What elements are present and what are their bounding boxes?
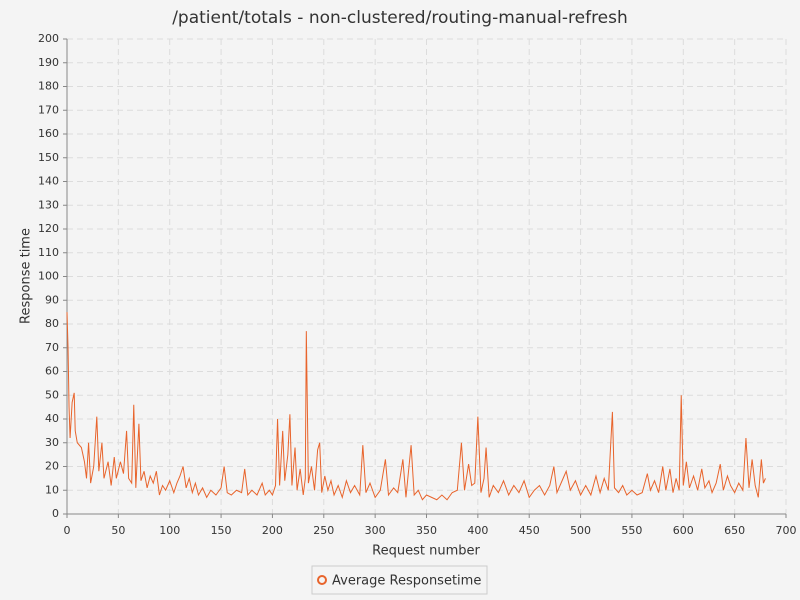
plot [66, 312, 766, 501]
legend: Average Responsetime [311, 565, 488, 595]
x-axis-label: Request number [372, 544, 480, 559]
x-tick-label: 0 [64, 524, 71, 537]
x-tick-label: 600 [673, 524, 694, 537]
y-tick-label: 200 [38, 32, 59, 45]
legend-marker [317, 575, 327, 585]
legend-box [311, 565, 488, 595]
y-tick-label: 140 [38, 175, 59, 188]
x-tick-label: 350 [416, 524, 437, 537]
x-tick-label: 450 [519, 524, 540, 537]
y-tick-label: 0 [52, 507, 59, 520]
y-tick-label: 80 [45, 317, 59, 330]
y-tick-label: 40 [45, 412, 59, 425]
grid: 0 10 20 30 40 50 60 70 80 90 100 110 120 130 140 150 160… [38, 32, 797, 537]
y-tick-label: 180 [38, 80, 59, 93]
y-tick-label: 190 [38, 56, 59, 69]
x-tick-label: 500 [570, 524, 591, 537]
y-tick-label: 90 [45, 293, 59, 306]
y-axis-label: Response time [19, 228, 34, 324]
y-tick-label: 10 [45, 483, 59, 496]
y-tick-label: 160 [38, 127, 59, 140]
legend-label: Average Responsetime [332, 574, 481, 589]
y-tick-label: 60 [45, 365, 59, 378]
y-tick-label: 30 [45, 436, 59, 449]
x-tick-label: 100 [159, 524, 180, 537]
y-tick-label: 170 [38, 103, 59, 116]
y-tick-label: 120 [38, 222, 59, 235]
x-tick-label: 150 [211, 524, 232, 537]
x-tick-label: 250 [313, 524, 334, 537]
x-tick-label: 400 [467, 524, 488, 537]
y-tick-label: 70 [45, 341, 59, 354]
x-tick-label: 50 [111, 524, 125, 537]
y-tick-label: 130 [38, 198, 59, 211]
series-line [66, 312, 766, 501]
y-tick-label: 150 [38, 151, 59, 164]
x-tick-label: 650 [724, 524, 745, 537]
x-tick-label: 200 [262, 524, 283, 537]
chart-title: /patient/totals - non-clustered/routing-… [172, 8, 628, 28]
x-tick-label: 550 [621, 524, 642, 537]
y-tick-label: 110 [38, 246, 59, 259]
x-tick-label: 700 [776, 524, 797, 537]
y-tick-label: 100 [38, 270, 59, 283]
y-tick-label: 20 [45, 460, 59, 473]
x-tick-label: 300 [365, 524, 386, 537]
y-tick-label: 50 [45, 388, 59, 401]
